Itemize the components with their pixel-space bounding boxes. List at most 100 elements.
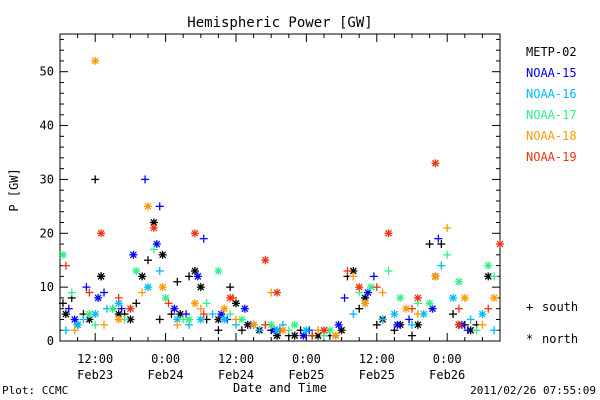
data-point-north bbox=[152, 240, 161, 249]
data-point-south bbox=[454, 304, 463, 313]
data-point-north bbox=[61, 310, 70, 319]
data-point-north bbox=[129, 250, 138, 259]
data-point-south bbox=[413, 310, 422, 319]
data-point-south bbox=[349, 272, 358, 281]
legend-entry: NOAA-16 bbox=[526, 87, 577, 101]
data-point-south bbox=[437, 240, 446, 249]
data-point-north bbox=[320, 326, 328, 335]
data-point-north bbox=[249, 320, 258, 329]
data-point-south bbox=[355, 304, 364, 313]
data-point-north bbox=[158, 250, 167, 259]
south-marker-symbol: + bbox=[526, 300, 533, 314]
data-point-south bbox=[155, 202, 164, 211]
data-point-south bbox=[67, 288, 76, 297]
x-tick-date-label: Feb26 bbox=[429, 368, 465, 382]
data-point-north bbox=[431, 159, 440, 168]
data-point-south bbox=[199, 234, 208, 243]
plot-frame bbox=[59, 33, 501, 342]
data-point-south bbox=[132, 299, 141, 308]
data-point-south bbox=[237, 326, 246, 335]
data-point-south bbox=[91, 175, 100, 184]
data-point-north bbox=[396, 293, 405, 302]
data-point-south bbox=[144, 256, 152, 265]
x-tick-time-label: 12:00 bbox=[77, 352, 113, 366]
data-point-south bbox=[114, 293, 123, 302]
y-axis-label: P [GW] bbox=[7, 168, 21, 211]
data-point-south bbox=[466, 315, 475, 324]
chart-title: Hemispheric Power [GW] bbox=[187, 15, 372, 31]
data-point-south bbox=[149, 245, 158, 254]
data-point-south bbox=[378, 288, 387, 297]
footer-credit: Plot: CCMC bbox=[2, 384, 68, 397]
data-point-south bbox=[484, 304, 493, 313]
data-point-north bbox=[496, 240, 504, 249]
data-point-north bbox=[114, 315, 123, 324]
x-tick-time-label: 0:00 bbox=[433, 352, 462, 366]
north-marker-symbol: * bbox=[526, 332, 533, 346]
data-point-north bbox=[85, 310, 94, 319]
data-point-south bbox=[490, 326, 499, 335]
data-point-north bbox=[290, 320, 299, 329]
data-point-north bbox=[484, 261, 493, 270]
data-point-south bbox=[202, 299, 211, 308]
data-point-north bbox=[91, 310, 100, 319]
data-point-north bbox=[190, 229, 199, 238]
data-point-south bbox=[449, 310, 458, 319]
data-point-south bbox=[408, 331, 416, 340]
data-point-north bbox=[290, 331, 299, 340]
data-point-north bbox=[355, 283, 364, 292]
y-tick-label: 40 bbox=[40, 119, 54, 133]
data-point-south bbox=[463, 326, 472, 335]
data-point-south bbox=[443, 250, 452, 259]
data-point-north bbox=[144, 202, 152, 211]
x-tick-time-label: 0:00 bbox=[292, 352, 321, 366]
data-point-south bbox=[343, 266, 352, 275]
data-point-south bbox=[100, 320, 108, 329]
data-point-north bbox=[144, 283, 152, 292]
data-point-north bbox=[220, 304, 229, 313]
legend-entry: NOAA-18 bbox=[526, 129, 577, 143]
legend: METP-02 NOAA-15 NOAA-16 NOAA-17 NOAA-18 NOAA-… bbox=[526, 45, 577, 164]
data-point-south bbox=[255, 326, 264, 335]
data-point-north bbox=[278, 326, 287, 335]
data-point-south bbox=[478, 320, 487, 329]
data-point-south bbox=[61, 326, 70, 335]
data-point-south bbox=[208, 310, 217, 319]
data-point-south bbox=[425, 240, 434, 249]
data-point-north bbox=[138, 272, 147, 281]
data-point-north bbox=[419, 310, 428, 319]
x-axis: 12:00 Feb23 0:00 Feb24 12:00 Feb24 0:00 Feb25 12… bbox=[59, 34, 501, 382]
data-point-south bbox=[369, 272, 378, 281]
data-point-south bbox=[434, 234, 443, 243]
data-point-south bbox=[155, 315, 164, 324]
footer-timestamp: 2011/02/26 07:55:09 bbox=[470, 384, 596, 397]
data-point-south bbox=[141, 175, 150, 184]
data-point-south bbox=[214, 326, 223, 335]
data-point-north bbox=[161, 293, 170, 302]
data-point-north bbox=[108, 304, 117, 313]
data-point-south bbox=[91, 320, 100, 329]
data-point-south bbox=[173, 320, 182, 329]
data-point-north bbox=[149, 223, 158, 232]
data-point-south bbox=[85, 288, 94, 297]
data-point-north bbox=[196, 315, 205, 324]
data-point-south bbox=[378, 315, 387, 324]
data-point-north bbox=[334, 320, 343, 329]
legend-entry: NOAA-15 bbox=[526, 66, 577, 80]
data-point-north bbox=[94, 293, 103, 302]
data-point-north bbox=[97, 272, 106, 281]
data-point-south bbox=[100, 288, 108, 297]
data-point-south bbox=[70, 326, 79, 335]
data-point-north bbox=[97, 229, 106, 238]
data-point-south bbox=[164, 299, 173, 308]
data-point-south bbox=[155, 266, 164, 275]
data-point-north bbox=[413, 293, 422, 302]
data-point-south bbox=[490, 272, 499, 281]
data-point-south bbox=[308, 331, 317, 340]
data-point-south bbox=[61, 261, 70, 270]
data-point-north bbox=[214, 315, 223, 324]
data-point-north bbox=[170, 304, 179, 313]
data-point-north bbox=[214, 266, 223, 275]
data-point-north bbox=[331, 331, 340, 340]
data-point-south bbox=[472, 326, 481, 335]
